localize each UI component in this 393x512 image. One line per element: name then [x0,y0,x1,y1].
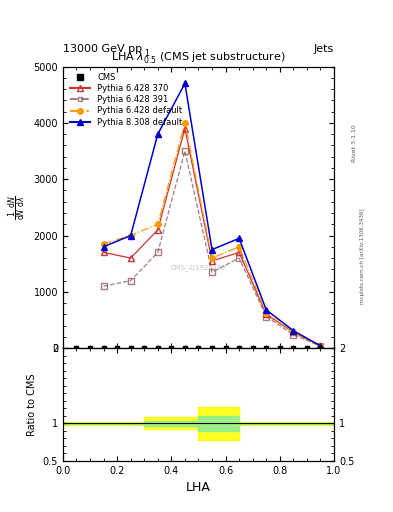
Text: Rivet 3.1.10: Rivet 3.1.10 [352,124,357,162]
X-axis label: LHA: LHA [186,481,211,494]
Legend: CMS, Pythia 6.428 370, Pythia 6.428 391, Pythia 6.428 default, Pythia 8.308 defa: CMS, Pythia 6.428 370, Pythia 6.428 391,… [67,71,185,129]
Text: mcplots.cern.ch [arXiv:1306.3436]: mcplots.cern.ch [arXiv:1306.3436] [360,208,365,304]
Text: CMS_2J1920187: CMS_2J1920187 [170,264,227,271]
Y-axis label: Ratio to CMS: Ratio to CMS [27,373,37,436]
Title: LHA $\lambda^{1}_{0.5}$ (CMS jet substructure): LHA $\lambda^{1}_{0.5}$ (CMS jet substru… [111,47,286,67]
Text: 13000 GeV pp: 13000 GeV pp [63,44,142,54]
Y-axis label: $\frac{1}{\mathrm{d}N}\frac{\mathrm{d}N}{\mathrm{d}\lambda}$: $\frac{1}{\mathrm{d}N}\frac{\mathrm{d}N}… [6,195,28,220]
Text: Jets: Jets [314,44,334,54]
